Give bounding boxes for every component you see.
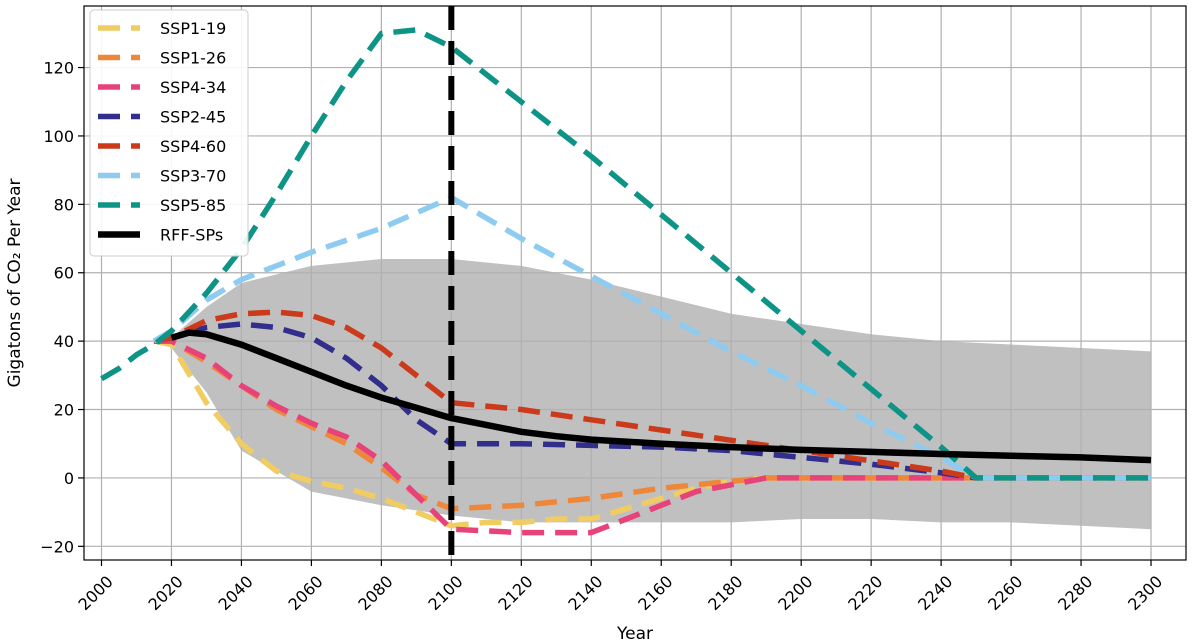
x-tick-label: 2260	[984, 572, 1026, 614]
x-tick-label: 2020	[145, 572, 187, 614]
x-tick-label: 2160	[634, 572, 676, 614]
series-line-ssp5-85	[100, 27, 1151, 481]
y-tick-label: 60	[54, 264, 74, 283]
x-tick-label: 2100	[424, 572, 466, 614]
x-tick-label: 2000	[75, 572, 117, 614]
x-tick-label: 2040	[215, 572, 257, 614]
x-tick-label: 2300	[1124, 572, 1166, 614]
x-tick-label: 2220	[844, 572, 886, 614]
y-axis-ticks: −20 0 20 40 60 80 100 120	[40, 59, 84, 556]
x-tick-label: 2060	[284, 572, 326, 614]
x-tick-label: 2200	[774, 572, 816, 614]
legend: SSP1-19 SSP1-26 SSP4-34 SSP2-45 SSP4-60 SSP3-…	[89, 9, 249, 257]
series-line-ssp1-26	[154, 338, 1151, 512]
x-tick-label: 2120	[494, 572, 536, 614]
x-tick-label: 2280	[1054, 572, 1096, 614]
y-axis-label: Gigatons of CO₂ Per Year	[5, 179, 25, 388]
legend-label-ssp2-45: SSP2-45	[160, 108, 226, 127]
y-tick-label: 100	[43, 127, 74, 146]
legend-label-ssp4-60: SSP4-60	[160, 137, 226, 156]
y-tick-label: 0	[64, 469, 74, 488]
x-axis-ticks: 2000 2020 2040 2060 2080 2100 2120 2140 2160 2180…	[75, 560, 1166, 614]
series-line-rff-sps	[170, 329, 1152, 464]
y-tick-label: 40	[54, 332, 74, 351]
y-tick-label: 120	[43, 59, 74, 78]
x-tick-label: 2140	[564, 572, 606, 614]
x-tick-label: 2180	[704, 572, 746, 614]
legend-label-ssp5-85: SSP5-85	[160, 196, 226, 215]
legend-label-ssp3-70: SSP3-70	[160, 167, 226, 186]
y-tick-label: 80	[54, 195, 74, 214]
legend-label-ssp1-19: SSP1-19	[160, 19, 226, 38]
plot-border	[83, 5, 1187, 561]
x-tick-label: 2240	[914, 572, 956, 614]
legend-label-ssp1-26: SSP1-26	[160, 49, 226, 68]
x-axis-label: Year	[616, 624, 653, 642]
y-tick-label: 20	[54, 401, 74, 420]
series-layer	[100, 27, 1152, 536]
series-line-ssp4-34	[154, 338, 1151, 536]
y-tick-label: −20	[40, 537, 74, 556]
x-tick-label: 2080	[354, 572, 396, 614]
series-line-ssp2-45	[153, 321, 977, 481]
series-line-ssp3-70	[152, 194, 1151, 481]
grid-layer	[84, 6, 1186, 560]
legend-label-rff-sps: RFF-SPs	[160, 226, 223, 245]
plot-frame	[83, 5, 1187, 561]
legend-label-ssp4-34: SSP4-34	[160, 78, 226, 97]
legend-box	[89, 9, 249, 257]
